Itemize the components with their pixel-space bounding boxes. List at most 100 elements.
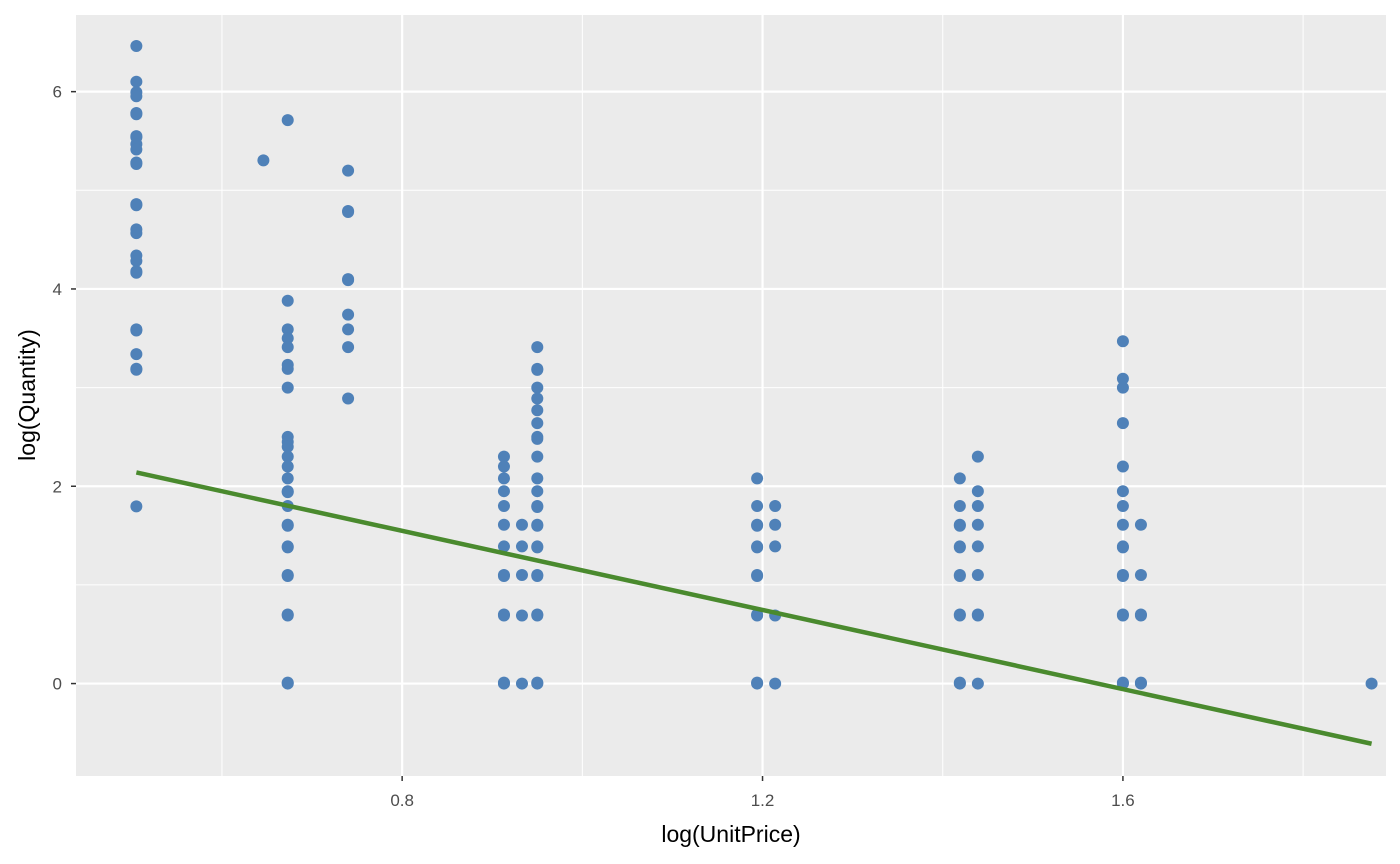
data-point bbox=[1116, 570, 1129, 583]
data-point bbox=[515, 518, 528, 531]
data-point bbox=[281, 332, 294, 345]
data-point bbox=[531, 450, 544, 463]
y-tick-label: 2 bbox=[53, 477, 62, 496]
data-point bbox=[751, 676, 764, 689]
data-point bbox=[497, 472, 510, 485]
data-point bbox=[497, 499, 510, 512]
data-point bbox=[531, 363, 544, 376]
data-point bbox=[953, 541, 966, 554]
data-point bbox=[1116, 381, 1129, 394]
data-point bbox=[130, 254, 143, 267]
data-point bbox=[531, 676, 544, 689]
data-point bbox=[531, 541, 544, 554]
data-points bbox=[130, 39, 1378, 690]
data-point bbox=[281, 381, 294, 394]
data-point bbox=[497, 518, 510, 531]
data-point bbox=[531, 570, 544, 583]
data-point bbox=[971, 518, 984, 531]
y-axis-title: log(Quantity) bbox=[14, 329, 40, 461]
data-point bbox=[531, 472, 544, 485]
data-point bbox=[751, 570, 764, 583]
data-point bbox=[1116, 609, 1129, 622]
data-point bbox=[281, 609, 294, 622]
data-point bbox=[531, 609, 544, 622]
x-tick-label: 0.8 bbox=[390, 791, 414, 810]
data-point bbox=[953, 609, 966, 622]
data-point bbox=[130, 39, 143, 52]
fit-line-group bbox=[135, 470, 1373, 746]
data-point bbox=[1116, 541, 1129, 554]
data-point bbox=[281, 676, 294, 689]
data-point bbox=[1134, 518, 1147, 531]
data-point bbox=[281, 472, 294, 485]
x-tick-label: 1.2 bbox=[751, 791, 775, 810]
data-point bbox=[1116, 335, 1129, 348]
data-point bbox=[130, 266, 143, 279]
data-point bbox=[281, 114, 294, 127]
data-point bbox=[342, 392, 355, 405]
data-point bbox=[971, 485, 984, 498]
data-point bbox=[1116, 518, 1129, 531]
data-point bbox=[1365, 677, 1378, 690]
data-point bbox=[342, 274, 355, 287]
data-point bbox=[1116, 417, 1129, 430]
data-point bbox=[531, 381, 544, 394]
data-point bbox=[281, 440, 294, 453]
data-point bbox=[1134, 569, 1147, 582]
data-point bbox=[342, 164, 355, 177]
data-point bbox=[751, 519, 764, 532]
data-point bbox=[281, 341, 294, 354]
data-point bbox=[342, 323, 355, 336]
data-point bbox=[130, 348, 143, 361]
data-point bbox=[751, 609, 764, 622]
data-point bbox=[1116, 499, 1129, 512]
data-point bbox=[342, 206, 355, 219]
y-tick-label: 4 bbox=[53, 280, 62, 299]
data-point bbox=[497, 485, 510, 498]
data-point bbox=[281, 570, 294, 583]
data-point bbox=[531, 432, 544, 445]
data-point bbox=[953, 570, 966, 583]
data-point bbox=[971, 677, 984, 690]
data-point bbox=[497, 460, 510, 473]
data-point bbox=[497, 540, 510, 553]
data-point bbox=[342, 308, 355, 321]
data-point bbox=[1116, 460, 1129, 473]
data-point bbox=[130, 75, 143, 88]
data-point bbox=[130, 108, 143, 121]
grid bbox=[76, 15, 1386, 776]
fit-line bbox=[135, 470, 1373, 746]
data-point bbox=[1116, 485, 1129, 498]
data-point bbox=[953, 676, 966, 689]
data-point bbox=[769, 677, 782, 690]
data-point bbox=[130, 500, 143, 513]
x-tick-label: 1.6 bbox=[1111, 791, 1135, 810]
data-point bbox=[130, 199, 143, 212]
data-point bbox=[281, 323, 294, 336]
data-point bbox=[531, 341, 544, 354]
data-point bbox=[497, 676, 510, 689]
data-point bbox=[751, 472, 764, 485]
data-point bbox=[751, 541, 764, 554]
data-point bbox=[769, 518, 782, 531]
data-point bbox=[953, 472, 966, 485]
data-point bbox=[971, 609, 984, 622]
data-point bbox=[751, 499, 764, 512]
data-point bbox=[1134, 676, 1147, 689]
data-point bbox=[971, 450, 984, 463]
data-point bbox=[769, 540, 782, 553]
data-point bbox=[342, 341, 355, 354]
data-point bbox=[515, 677, 528, 690]
data-point bbox=[281, 294, 294, 307]
y-tick-label: 6 bbox=[53, 83, 62, 102]
axes: 0.8 1.2 1.6 0 2 4 6 bbox=[53, 83, 1135, 810]
data-point bbox=[130, 227, 143, 240]
data-point bbox=[531, 485, 544, 498]
x-axis-title: log(UnitPrice) bbox=[661, 821, 800, 847]
data-point bbox=[515, 609, 528, 622]
data-point bbox=[281, 519, 294, 532]
data-point bbox=[971, 499, 984, 512]
data-point bbox=[130, 157, 143, 170]
data-point bbox=[281, 541, 294, 554]
